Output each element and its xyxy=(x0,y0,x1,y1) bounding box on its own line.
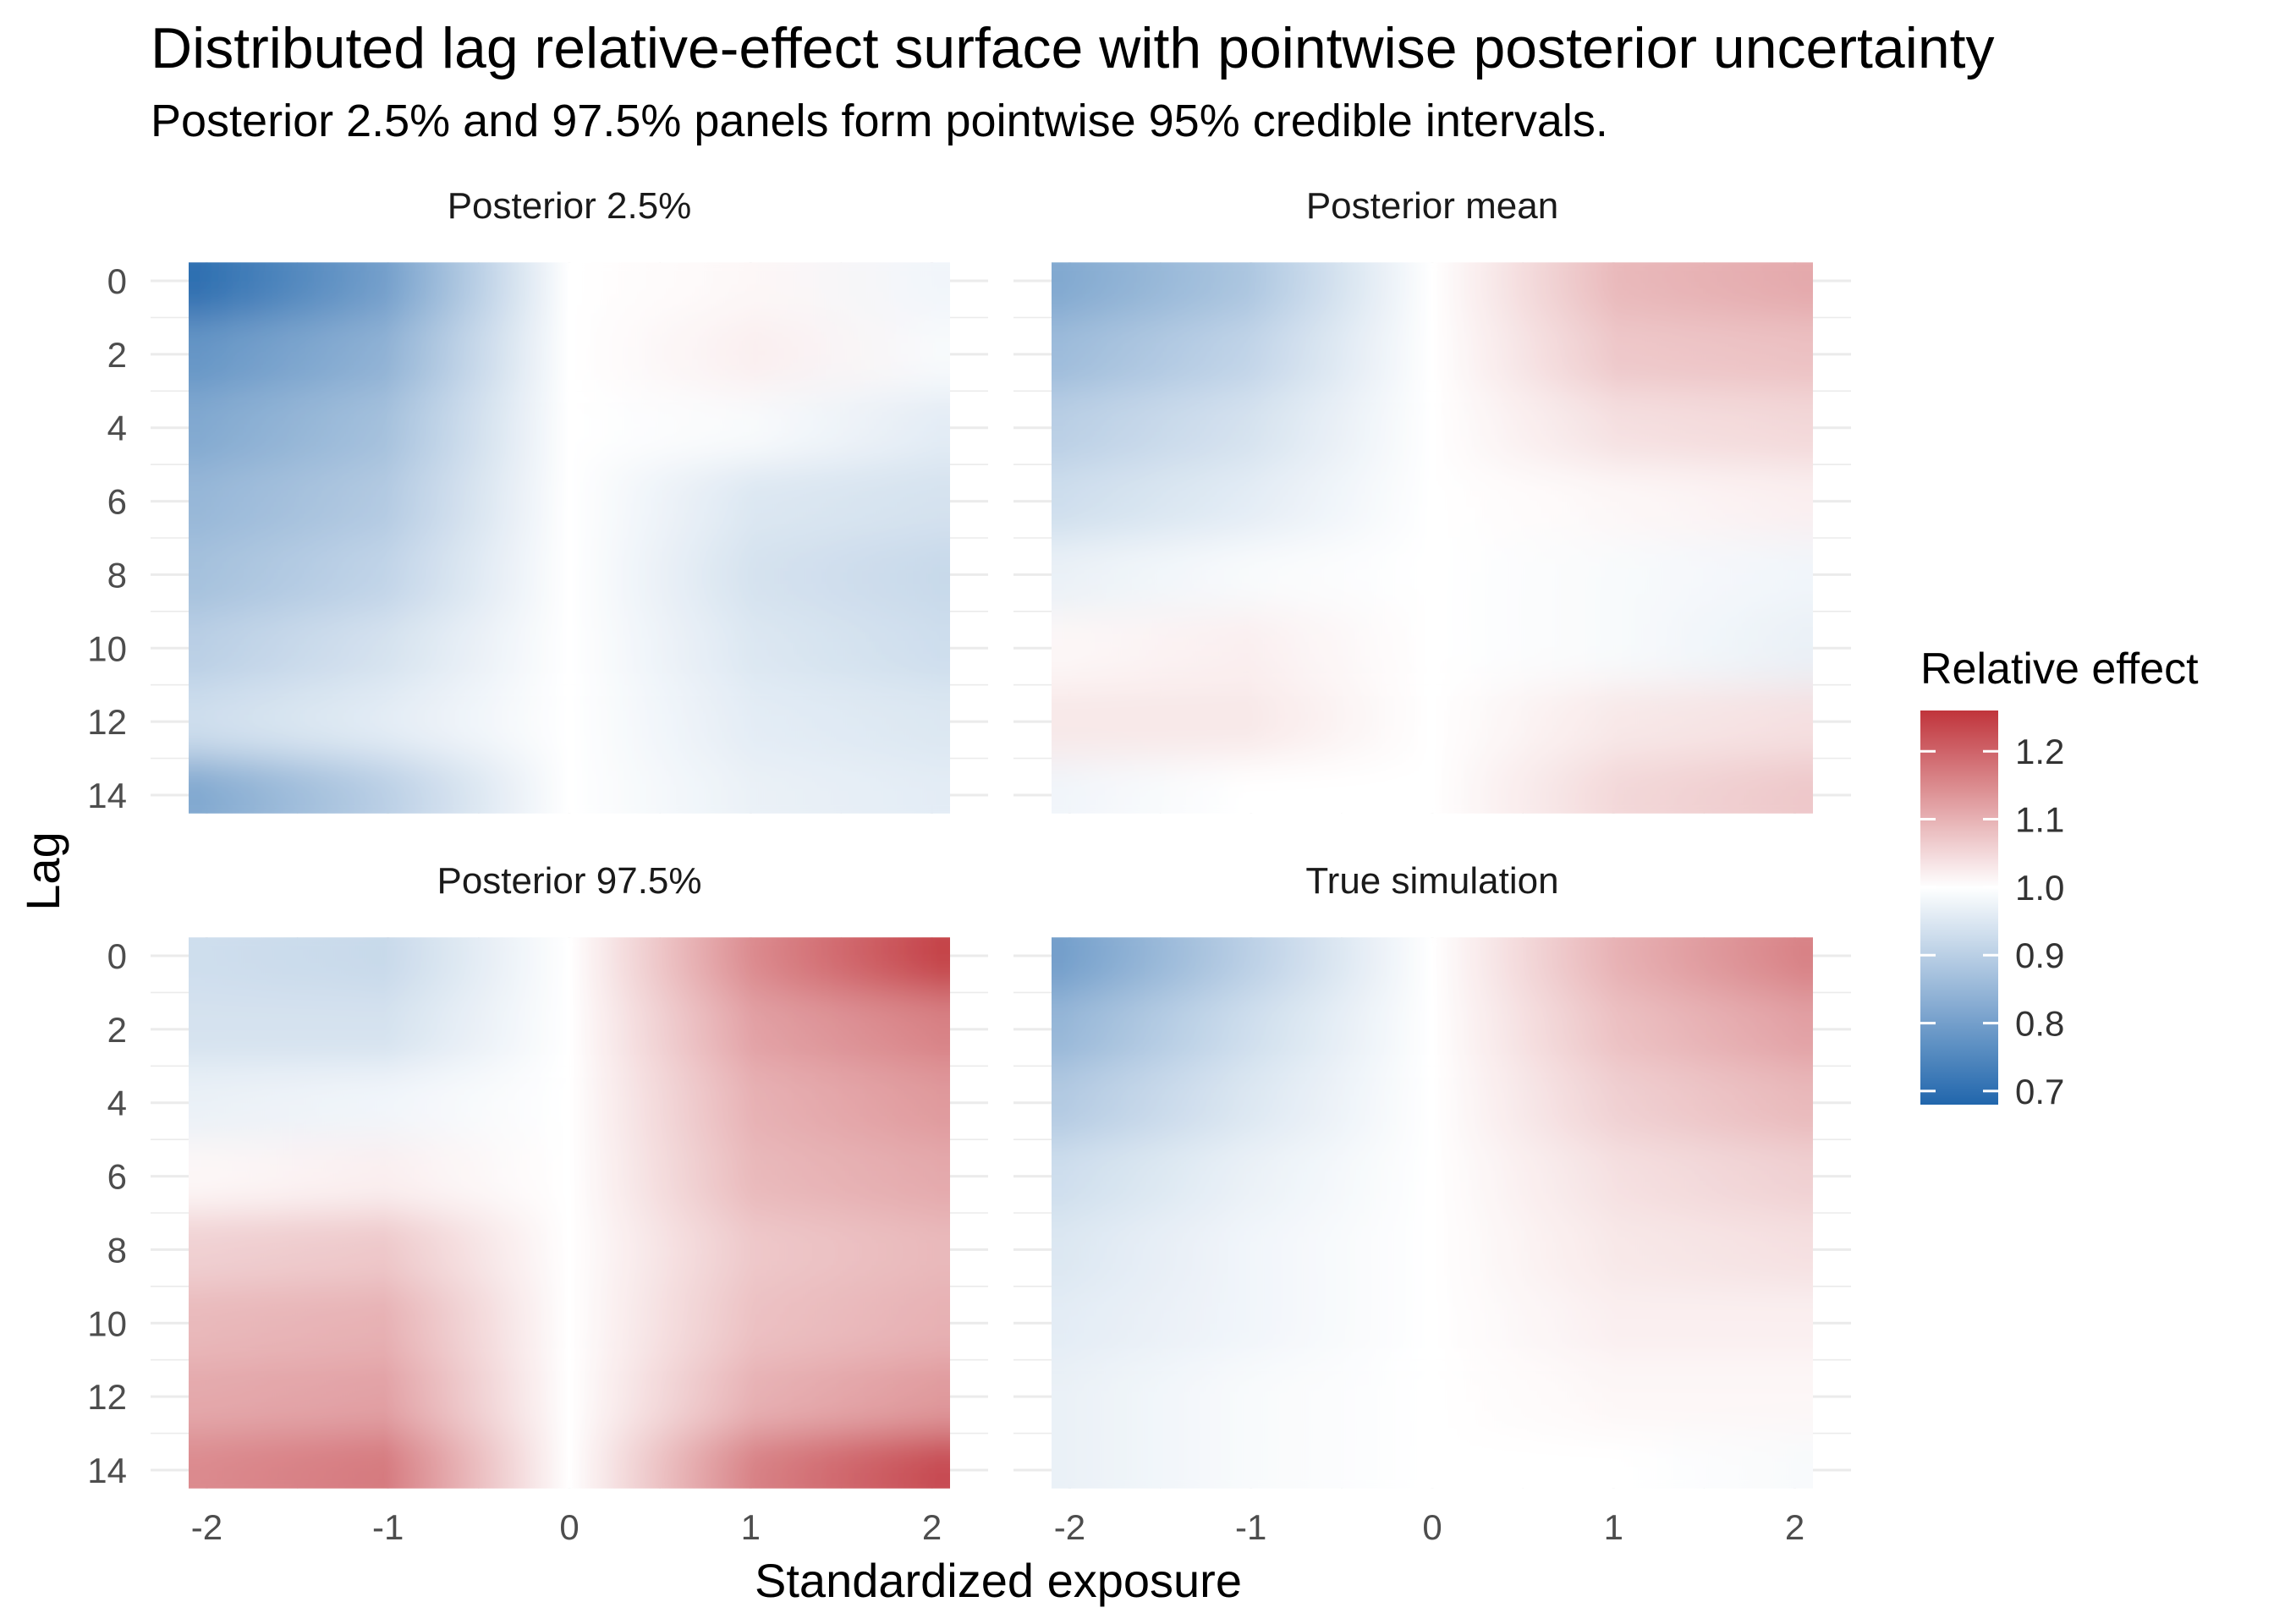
y-tick-label: 8 xyxy=(107,1230,127,1270)
y-tick-label: 2 xyxy=(107,335,127,375)
heat-tile-row xyxy=(189,992,950,1067)
heat-tiles xyxy=(1052,937,1813,1489)
x-tick-label: 2 xyxy=(1785,1507,1804,1547)
y-tick-label: 6 xyxy=(107,1157,127,1197)
heat-tile-row xyxy=(1052,262,1813,318)
heat-tiles xyxy=(189,937,950,1489)
y-tick-label: 0 xyxy=(107,261,127,301)
heat-tile-row xyxy=(189,1139,950,1213)
legend-tick-label: 0.7 xyxy=(2015,1072,2064,1111)
heat-tile-row xyxy=(1052,758,1813,814)
chart-title: Distributed lag relative-effect surface … xyxy=(151,16,1995,80)
y-tick-label: 14 xyxy=(87,1451,127,1490)
y-tick-label: 4 xyxy=(107,1084,127,1123)
heat-tile-row xyxy=(1052,317,1813,392)
legend-colorbar xyxy=(1920,710,1998,1105)
y-tick-label: 14 xyxy=(87,776,127,815)
y-tick-label: 10 xyxy=(87,628,127,668)
legend-ticks: 1.2 1.1 1.0 0.9 0.8 0.7 xyxy=(1920,732,2064,1111)
panel-posterior-mean: Posterior mean xyxy=(1013,185,1851,814)
x-tick-label: 1 xyxy=(741,1507,761,1547)
heat-tile-row xyxy=(189,937,950,993)
heat-tile-row xyxy=(189,1066,950,1140)
heat-tile-row xyxy=(1052,992,1813,1067)
heat-tile-row xyxy=(1052,684,1813,759)
heat-tile-row xyxy=(189,684,950,759)
panel-title: Posterior 2.5% xyxy=(448,185,692,227)
x-tick-label: 1 xyxy=(1604,1507,1623,1547)
heat-tile-row xyxy=(1052,464,1813,538)
x-axis-label: Standardized exposure xyxy=(755,1554,1242,1607)
heat-tile-row xyxy=(189,317,950,392)
heat-tile-row xyxy=(189,464,950,538)
panel-title: Posterior 97.5% xyxy=(437,860,701,902)
legend-tick-label: 0.8 xyxy=(2015,1004,2064,1044)
y-tick-label: 10 xyxy=(87,1303,127,1343)
y-tick-label: 0 xyxy=(107,936,127,976)
heat-tile-row xyxy=(1052,1433,1813,1489)
heat-tile-row xyxy=(1052,391,1813,465)
heat-tile-row xyxy=(189,611,950,685)
y-tick-label: 12 xyxy=(87,702,127,742)
x-tick-label: 2 xyxy=(922,1507,942,1547)
heat-tile-row xyxy=(189,1286,950,1360)
x-tick-label: 0 xyxy=(559,1507,579,1547)
x-tick-label: -1 xyxy=(372,1507,404,1547)
heat-tile-row xyxy=(1052,611,1813,685)
legend-tick-label: 1.2 xyxy=(2015,732,2064,771)
legend-tick-label: 1.0 xyxy=(2015,868,2064,908)
panel-title: True simulation xyxy=(1305,860,1558,902)
heat-tile-row xyxy=(189,758,950,814)
y-axis-label: Lag xyxy=(16,831,69,910)
heat-tile-row xyxy=(1052,1359,1813,1434)
heat-tile-row xyxy=(189,1359,950,1434)
y-tick-label: 2 xyxy=(107,1010,127,1050)
x-tick-label: -1 xyxy=(1235,1507,1266,1547)
x-tick-label: -2 xyxy=(1054,1507,1085,1547)
x-tick-label: 0 xyxy=(1422,1507,1442,1547)
panel-title: Posterior mean xyxy=(1306,185,1558,227)
heat-tile-row xyxy=(1052,538,1813,612)
panel-true-simulation: True simulation -2 -1 0 1 2 xyxy=(1013,860,1851,1547)
heat-tile-row xyxy=(189,1213,950,1287)
heat-tile-row xyxy=(189,1433,950,1489)
x-tick-label: -2 xyxy=(191,1507,222,1547)
heat-tile-row xyxy=(1052,937,1813,993)
heat-tiles xyxy=(189,262,950,814)
heat-tile-row xyxy=(189,262,950,318)
heat-tile-row xyxy=(1052,1286,1813,1360)
y-tick-label: 12 xyxy=(87,1377,127,1417)
panel-posterior-2-5: Posterior 2.5% 0 2 4 6 8 10 12 14 xyxy=(87,185,988,815)
chart-subtitle: Posterior 2.5% and 97.5% panels form poi… xyxy=(151,96,1608,146)
heat-tiles xyxy=(1052,262,1813,814)
heat-tile-row xyxy=(1052,1213,1813,1287)
heat-tile-row xyxy=(189,538,950,612)
y-tick-label: 6 xyxy=(107,482,127,522)
legend-tick-label: 0.9 xyxy=(2015,935,2064,975)
heat-tile-row xyxy=(1052,1066,1813,1140)
heat-tile-row xyxy=(1052,1139,1813,1213)
legend-tick-label: 1.1 xyxy=(2015,800,2064,840)
legend: Relative effect 1.2 1.1 1.0 0.9 0.8 0.7 xyxy=(1920,645,2199,1111)
heat-tile-row xyxy=(189,391,950,465)
y-tick-label: 4 xyxy=(107,409,127,448)
legend-title: Relative effect xyxy=(1920,645,2199,694)
y-tick-label: 8 xyxy=(107,555,127,595)
